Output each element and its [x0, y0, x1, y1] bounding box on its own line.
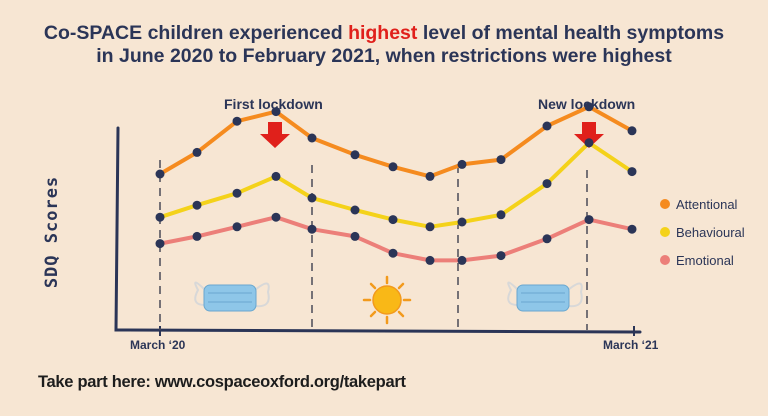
x-tick-label-start: March ‘20 [130, 338, 186, 352]
data-point-attentional-7 [425, 171, 435, 181]
data-point-behavioural-1 [192, 200, 202, 210]
data-point-emotional-3 [271, 212, 281, 222]
legend-dot-emotional [660, 255, 670, 265]
data-point-emotional-11 [584, 215, 594, 225]
data-point-emotional-6 [388, 248, 398, 258]
down-arrow-icon [260, 122, 290, 148]
chart-title: Co-SPACE children experienced highest le… [0, 22, 768, 68]
data-point-attentional-9 [496, 155, 506, 165]
data-point-emotional-9 [496, 251, 506, 261]
data-point-emotional-7 [425, 255, 435, 265]
data-point-attentional-0 [155, 169, 165, 179]
legend-dot-attentional [660, 199, 670, 209]
data-point-emotional-2 [232, 222, 242, 232]
legend-item-behavioural: Behavioural [660, 218, 745, 246]
data-point-behavioural-12 [627, 167, 637, 177]
series-layer [155, 102, 637, 265]
legend-item-emotional: Emotional [660, 246, 745, 274]
data-point-emotional-0 [155, 239, 165, 249]
chart-axes [114, 126, 642, 334]
data-point-emotional-1 [192, 231, 202, 241]
data-point-behavioural-3 [271, 171, 281, 181]
face-mask-icon [507, 281, 583, 312]
title-line-2: in June 2020 to February 2021, when rest… [96, 45, 672, 67]
legend-label-attentional: Attentional [676, 196, 738, 212]
legend-label-emotional: Emotional [676, 252, 734, 268]
data-point-attentional-2 [232, 116, 242, 126]
data-point-emotional-12 [627, 224, 637, 234]
data-point-behavioural-10 [542, 179, 552, 189]
data-point-attentional-3 [271, 107, 281, 117]
legend: Attentional Behavioural Emotional [660, 190, 745, 274]
take-part-link[interactable]: Take part here: www.cospaceoxford.org/ta… [38, 373, 406, 391]
data-point-attentional-5 [350, 150, 360, 160]
data-point-emotional-10 [542, 234, 552, 244]
legend-label-behavioural: Behavioural [676, 224, 745, 240]
data-point-attentional-8 [457, 159, 467, 169]
data-point-behavioural-5 [350, 205, 360, 215]
data-point-attentional-1 [192, 147, 202, 157]
data-point-behavioural-8 [457, 217, 467, 227]
data-point-attentional-12 [627, 126, 637, 136]
sun-icon [362, 275, 412, 325]
data-point-behavioural-11 [584, 138, 594, 148]
data-point-attentional-6 [388, 162, 398, 172]
data-point-attentional-10 [542, 121, 552, 131]
data-point-behavioural-0 [155, 212, 165, 222]
x-tick-label-end: March ‘21 [603, 338, 659, 352]
data-point-emotional-5 [350, 231, 360, 241]
data-point-emotional-4 [307, 224, 317, 234]
legend-dot-behavioural [660, 227, 670, 237]
face-mask-icon [194, 281, 270, 312]
data-point-attentional-4 [307, 133, 317, 143]
data-point-behavioural-2 [232, 188, 242, 198]
series-line-behavioural [159, 140, 634, 229]
data-point-behavioural-6 [388, 215, 398, 225]
data-point-behavioural-9 [496, 210, 506, 220]
title-line-1: Co-SPACE children experienced highest le… [43, 22, 725, 44]
data-point-behavioural-7 [425, 222, 435, 232]
down-arrow-icon [574, 122, 604, 148]
data-point-behavioural-4 [307, 193, 317, 203]
first-lockdown-label: First lockdown [224, 96, 323, 112]
legend-item-attentional: Attentional [660, 190, 745, 218]
data-point-emotional-8 [457, 255, 467, 265]
data-point-attentional-11 [584, 102, 594, 112]
title-highlight: highest [348, 22, 418, 44]
